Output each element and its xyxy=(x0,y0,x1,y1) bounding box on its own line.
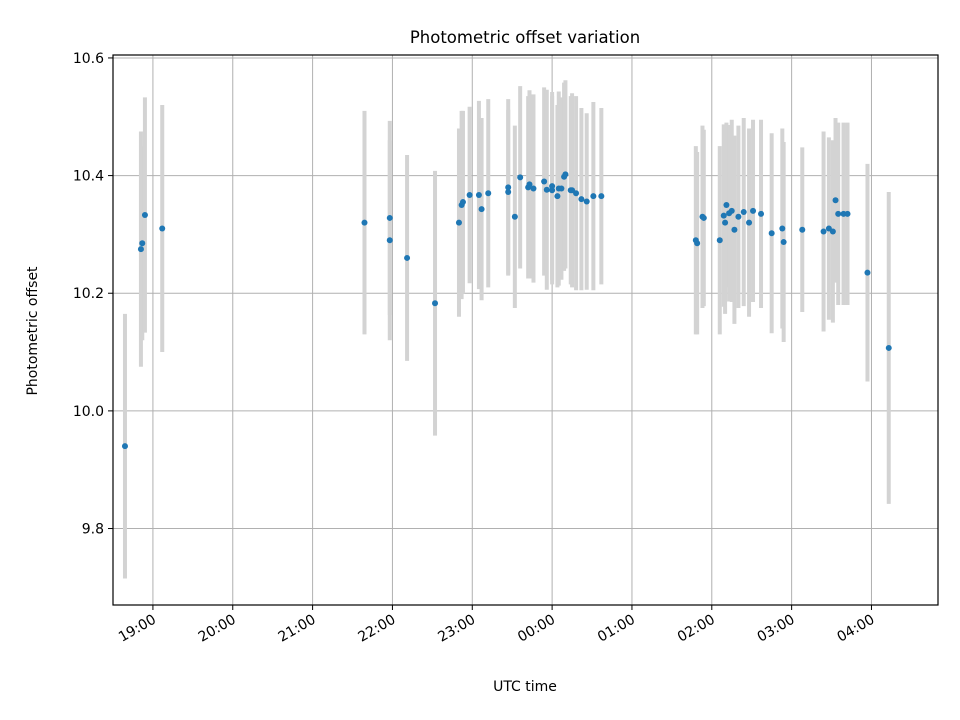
data-point xyxy=(750,207,757,214)
grid xyxy=(113,55,938,605)
data-point xyxy=(137,246,144,253)
data-point xyxy=(768,230,775,237)
data-point xyxy=(530,185,537,192)
data-point xyxy=(511,213,518,220)
data-point xyxy=(558,185,565,192)
data-point xyxy=(598,193,605,200)
data-point xyxy=(549,183,556,190)
data-point xyxy=(735,213,742,220)
y-axis-ticks: 9.8 10.0 10.2 10.4 10.6 xyxy=(73,51,113,538)
data-point xyxy=(466,192,473,198)
data-point xyxy=(722,219,729,226)
data-point xyxy=(835,210,842,217)
data-point xyxy=(485,190,492,197)
data-point xyxy=(864,269,871,276)
data-point xyxy=(799,226,806,233)
data-point xyxy=(517,174,524,181)
data-point xyxy=(844,210,851,217)
data-point xyxy=(746,219,753,226)
data-point xyxy=(121,443,128,450)
data-point xyxy=(526,181,533,188)
data-point xyxy=(832,197,839,204)
chart-title: Photometric offset variation xyxy=(410,28,640,47)
data-point xyxy=(578,196,585,203)
data-point xyxy=(716,237,723,244)
data-point xyxy=(758,210,765,217)
data-point xyxy=(455,219,462,226)
y-tick-label: 9.8 xyxy=(82,522,104,538)
data-point xyxy=(731,226,738,233)
y-tick-label: 10.4 xyxy=(73,169,104,185)
data-point xyxy=(541,178,548,185)
y-tick-label: 10.6 xyxy=(73,51,104,67)
data-point xyxy=(728,207,735,214)
data-point xyxy=(820,228,827,235)
data-point xyxy=(720,212,727,219)
data-point xyxy=(779,225,786,232)
data-point xyxy=(543,186,550,193)
y-tick-label: 10.2 xyxy=(73,286,104,302)
data-point xyxy=(694,240,701,247)
data-point xyxy=(386,214,393,221)
data-point xyxy=(554,193,561,200)
data-point xyxy=(404,254,411,261)
data-point xyxy=(573,190,580,197)
data-point xyxy=(723,202,730,208)
data-point xyxy=(139,240,146,247)
data-point xyxy=(583,198,590,205)
data-point xyxy=(740,209,747,216)
x-axis-label: UTC time xyxy=(493,679,557,695)
y-axis-label: Photometric offset xyxy=(25,266,41,396)
data-point xyxy=(780,239,787,246)
data-point xyxy=(432,300,439,307)
data-points xyxy=(121,171,892,450)
data-point xyxy=(386,237,393,244)
data-point xyxy=(505,189,512,196)
data-point xyxy=(700,214,707,221)
data-point xyxy=(478,206,485,213)
data-point xyxy=(505,184,512,191)
data-point xyxy=(475,192,482,198)
data-point xyxy=(159,225,166,232)
data-point xyxy=(590,193,597,200)
data-point xyxy=(361,219,368,226)
data-point xyxy=(885,344,892,351)
data-point xyxy=(562,171,569,178)
y-tick-label: 10.0 xyxy=(73,404,104,420)
data-point xyxy=(829,228,836,235)
data-point xyxy=(549,187,556,194)
data-point xyxy=(459,199,466,206)
plot-area-frame xyxy=(112,54,939,606)
data-point xyxy=(141,212,148,218)
